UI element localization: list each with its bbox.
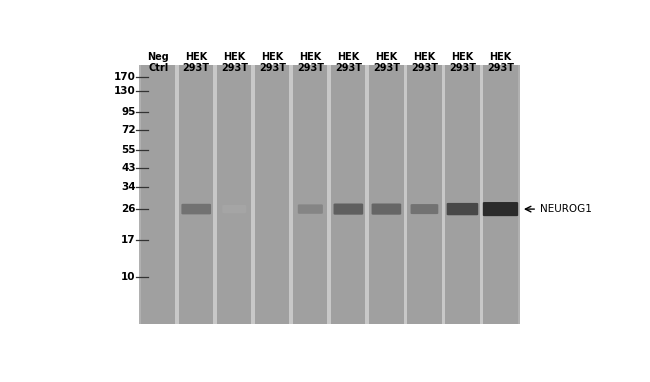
Text: Neg
Ctrl: Neg Ctrl <box>148 52 169 73</box>
Text: 26: 26 <box>121 204 136 214</box>
Text: 170: 170 <box>114 72 136 82</box>
Text: 55: 55 <box>121 145 136 155</box>
Text: HEK
293T: HEK 293T <box>411 52 438 73</box>
Bar <box>441 65 445 324</box>
Bar <box>141 65 176 324</box>
Text: HEK
293T: HEK 293T <box>487 52 514 73</box>
Text: HEK
293T: HEK 293T <box>297 52 324 73</box>
FancyBboxPatch shape <box>447 203 478 215</box>
Bar <box>252 65 255 324</box>
FancyBboxPatch shape <box>483 202 518 216</box>
Text: 17: 17 <box>121 235 136 245</box>
FancyBboxPatch shape <box>333 204 363 215</box>
Text: NEUROG1: NEUROG1 <box>540 204 592 214</box>
Text: HEK
293T: HEK 293T <box>183 52 210 73</box>
FancyBboxPatch shape <box>181 204 211 214</box>
Bar <box>484 65 517 324</box>
Bar <box>293 65 328 324</box>
Bar <box>179 65 213 324</box>
Text: HEK
293T: HEK 293T <box>221 52 248 73</box>
Bar <box>332 65 365 324</box>
Bar <box>365 65 369 324</box>
Bar <box>213 65 217 324</box>
Text: 34: 34 <box>121 182 136 192</box>
Bar <box>408 65 441 324</box>
Text: 43: 43 <box>121 163 136 173</box>
Text: HEK
293T: HEK 293T <box>259 52 286 73</box>
Text: 72: 72 <box>121 125 136 135</box>
Text: HEK
293T: HEK 293T <box>449 52 476 73</box>
Bar <box>480 65 484 324</box>
Bar <box>255 65 289 324</box>
FancyBboxPatch shape <box>411 204 438 214</box>
Bar <box>404 65 408 324</box>
Bar <box>445 65 480 324</box>
Bar <box>217 65 252 324</box>
Text: 10: 10 <box>121 272 136 282</box>
Bar <box>369 65 404 324</box>
Text: HEK
293T: HEK 293T <box>335 52 362 73</box>
Bar <box>176 65 179 324</box>
Bar <box>139 65 519 324</box>
Text: HEK
293T: HEK 293T <box>373 52 400 73</box>
Bar <box>328 65 332 324</box>
Text: 130: 130 <box>114 86 136 96</box>
FancyBboxPatch shape <box>222 205 246 213</box>
Bar <box>289 65 293 324</box>
Text: 95: 95 <box>122 107 136 117</box>
FancyBboxPatch shape <box>298 204 323 214</box>
FancyBboxPatch shape <box>372 204 401 215</box>
